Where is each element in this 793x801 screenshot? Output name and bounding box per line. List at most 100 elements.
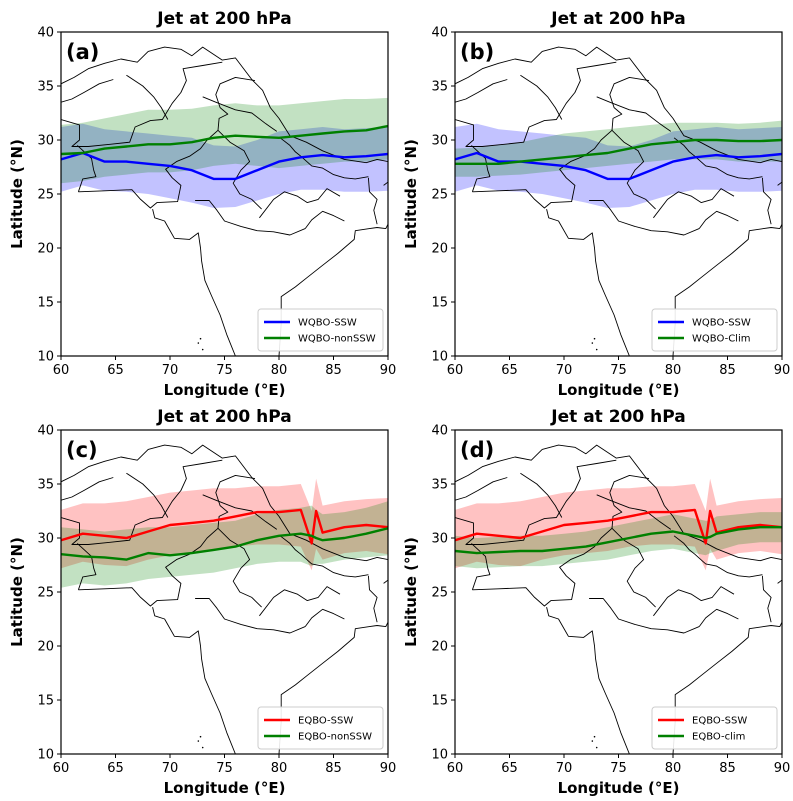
legend: EQBO-SSW EQBO-nonSSW bbox=[257, 706, 384, 750]
x-tick-label: 65 bbox=[107, 761, 124, 776]
x-tick-label: 75 bbox=[216, 363, 233, 378]
x-tick-label: 60 bbox=[53, 363, 70, 378]
map-border bbox=[777, 579, 782, 584]
y-tick-label: 35 bbox=[37, 478, 54, 493]
x-tick-label: 90 bbox=[380, 761, 397, 776]
map-border bbox=[455, 477, 508, 501]
y-tick-label: 40 bbox=[431, 26, 448, 41]
x-tick-label: 70 bbox=[162, 761, 179, 776]
panel-c: 60 65 70 75 80 85 90 10 15 20 25 30 35 40 Jet at 200 h… bbox=[8, 407, 396, 797]
map-border bbox=[279, 535, 369, 578]
map-border bbox=[383, 579, 388, 584]
y-tick-label: 30 bbox=[37, 134, 54, 149]
y-tick-label: 10 bbox=[37, 350, 54, 365]
legend-box bbox=[651, 706, 778, 750]
y-tick-label: 20 bbox=[431, 640, 448, 655]
panel-label: (b) bbox=[460, 40, 494, 64]
y-tick-label: 15 bbox=[431, 296, 448, 311]
map-border bbox=[217, 527, 262, 608]
plot-area bbox=[61, 32, 388, 356]
y-tick-label: 10 bbox=[431, 350, 448, 365]
x-tick-label: 70 bbox=[162, 363, 179, 378]
map-border bbox=[472, 474, 650, 607]
map-border bbox=[698, 608, 739, 627]
series-line-eqbo-nonssw bbox=[61, 527, 388, 561]
map-border bbox=[61, 459, 223, 545]
map-border bbox=[61, 477, 114, 501]
map-border bbox=[472, 76, 650, 209]
x-tick-label: 60 bbox=[53, 761, 70, 776]
series-line-eqbo-ssw bbox=[61, 508, 388, 545]
y-tick-label: 15 bbox=[37, 694, 54, 709]
map-island bbox=[593, 735, 596, 738]
map-island bbox=[197, 740, 200, 742]
map-border bbox=[672, 223, 782, 356]
map-border bbox=[596, 494, 672, 530]
map-border bbox=[589, 200, 700, 236]
legend-label: EQBO-nonSSW bbox=[298, 732, 372, 743]
x-axis-label: Longitude (°E) bbox=[558, 779, 680, 797]
x-axis-label: Longitude (°E) bbox=[164, 381, 286, 399]
series-line-eqbo-ssw bbox=[455, 508, 782, 545]
map-border bbox=[259, 188, 341, 219]
legend-box bbox=[257, 308, 384, 352]
legend-label: EQBO-SSW bbox=[692, 716, 747, 727]
legend: EQBO-SSW EQBO-clim bbox=[651, 706, 778, 750]
band-eqbo-ssw bbox=[61, 478, 388, 571]
map-island bbox=[591, 740, 594, 742]
panel-b: 60 65 70 75 80 85 90 10 15 20 25 30 35 40 Jet at 200 h… bbox=[402, 9, 790, 399]
y-tick-label: 20 bbox=[37, 640, 54, 655]
panel-label: (d) bbox=[460, 438, 494, 462]
plot-content bbox=[61, 444, 388, 754]
map-border bbox=[653, 586, 735, 617]
band-wqbo-nonssw bbox=[61, 97, 388, 184]
y-tick-label: 20 bbox=[37, 242, 54, 257]
map-border bbox=[78, 76, 256, 209]
x-tick-label: 75 bbox=[610, 363, 627, 378]
y-tick-label: 30 bbox=[431, 532, 448, 547]
x-tick-label: 80 bbox=[271, 761, 288, 776]
map-island bbox=[201, 746, 204, 749]
chart-title: Jet at 200 hPa bbox=[550, 407, 685, 427]
y-axis-label: Latitude (°N) bbox=[402, 537, 420, 647]
map-border bbox=[152, 208, 236, 356]
plot-content bbox=[455, 444, 782, 754]
map-island bbox=[199, 337, 202, 340]
x-tick-label: 60 bbox=[447, 363, 464, 378]
legend-label: EQBO-clim bbox=[692, 732, 745, 743]
map-border bbox=[195, 200, 306, 236]
map-border bbox=[76, 543, 97, 590]
legend-label: WQBO-SSW bbox=[692, 318, 751, 329]
map-border bbox=[61, 444, 388, 562]
map-border bbox=[520, 472, 563, 518]
map-border bbox=[455, 444, 782, 562]
y-tick-label: 35 bbox=[431, 478, 448, 493]
y-axis-label: Latitude (°N) bbox=[8, 537, 26, 647]
y-tick-label: 25 bbox=[431, 188, 448, 203]
map-border bbox=[546, 606, 630, 754]
legend-label: WQBO-nonSSW bbox=[298, 334, 376, 345]
map-border bbox=[278, 621, 388, 754]
plot-area bbox=[455, 32, 782, 356]
map-border bbox=[761, 575, 772, 623]
map-border bbox=[761, 177, 772, 225]
y-axis-label: Latitude (°N) bbox=[402, 139, 420, 249]
y-tick-label: 25 bbox=[37, 586, 54, 601]
y-tick-label: 30 bbox=[37, 532, 54, 547]
y-tick-label: 30 bbox=[431, 134, 448, 149]
y-tick-label: 25 bbox=[431, 586, 448, 601]
legend-box bbox=[651, 308, 778, 352]
plot-content bbox=[455, 46, 782, 356]
panel-a: 60 65 70 75 80 85 90 10 15 20 25 30 35 40 Jet at 200 h… bbox=[8, 9, 396, 399]
x-tick-label: 65 bbox=[501, 363, 518, 378]
map-border bbox=[455, 46, 782, 164]
x-tick-label: 80 bbox=[665, 761, 682, 776]
x-tick-label: 85 bbox=[325, 761, 342, 776]
map-border bbox=[202, 494, 278, 530]
band-wqbo-ssw bbox=[455, 123, 782, 208]
map-border bbox=[279, 137, 369, 180]
x-tick-label: 75 bbox=[610, 761, 627, 776]
map-border bbox=[596, 96, 672, 132]
map-border bbox=[367, 575, 378, 623]
